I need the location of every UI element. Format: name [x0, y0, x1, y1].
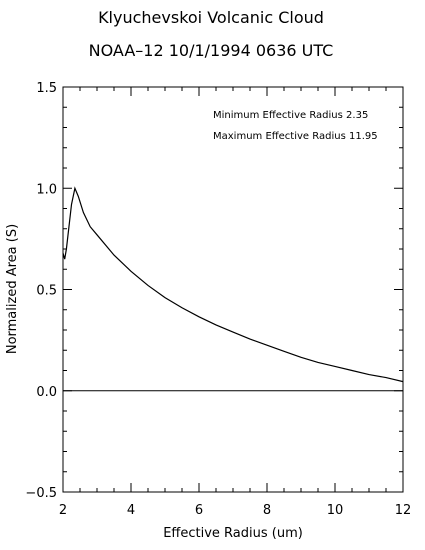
x-tick-label: 8 [263, 503, 271, 518]
y-axis: −0.5 0.0 0.5 1.0 1.5 [25, 81, 403, 501]
x-tick-label: 2 [59, 503, 67, 518]
y-axis-label: Normalized Area (S) [5, 224, 20, 354]
y-tick-label: 1.5 [36, 81, 57, 96]
annotation-max-radius: Maximum Effective Radius 11.95 [213, 131, 378, 142]
series-group [62, 186, 404, 383]
y-tick-label: 0.5 [36, 284, 57, 299]
x-axis-label: Effective Radius (um) [163, 526, 303, 541]
x-tick-label: 4 [127, 503, 135, 518]
x-tick-label: 10 [327, 503, 344, 518]
x-tick-label: 12 [395, 503, 412, 518]
y-tick-label: 1.0 [36, 182, 57, 197]
y-tick-label: −0.5 [25, 486, 57, 501]
series-line [62, 186, 404, 383]
y-tick-label: 0.0 [36, 385, 57, 400]
annotation-min-radius: Minimum Effective Radius 2.35 [213, 110, 368, 121]
plot-frame [62, 86, 404, 493]
chart-subtitle: NOAA–12 10/1/1994 0636 UTC [89, 41, 334, 60]
chart-title: Klyuchevskoi Volcanic Cloud [98, 8, 324, 27]
x-axis: 2 4 6 8 10 12 [59, 87, 411, 518]
x-tick-label: 6 [195, 503, 203, 518]
